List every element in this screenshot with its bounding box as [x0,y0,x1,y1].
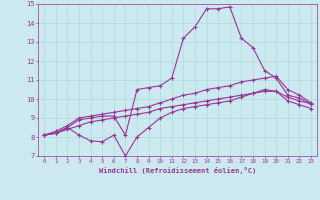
X-axis label: Windchill (Refroidissement éolien,°C): Windchill (Refroidissement éolien,°C) [99,167,256,174]
